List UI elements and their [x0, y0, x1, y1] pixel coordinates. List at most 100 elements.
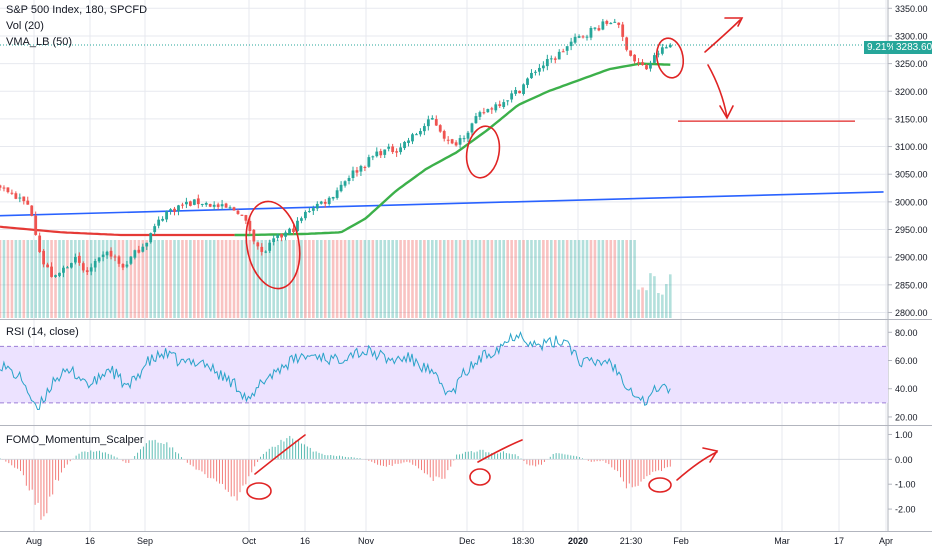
- volume-bar: [137, 240, 141, 318]
- candle-body: [490, 108, 494, 110]
- candle-body: [660, 47, 664, 54]
- volume-bar: [264, 240, 268, 318]
- arrow-down-head[interactable]: [719, 105, 734, 120]
- volume-bar: [315, 240, 319, 318]
- candle-body: [363, 166, 367, 168]
- candle-body: [69, 263, 73, 268]
- candle-body: [589, 28, 593, 38]
- candle-body: [145, 242, 149, 247]
- volume-bar: [514, 240, 517, 318]
- price-tick-label: 3300.00: [895, 31, 928, 41]
- trendline[interactable]: [0, 191, 884, 217]
- candle-body: [240, 214, 244, 216]
- volume-bar: [375, 240, 379, 318]
- volume-bar: [141, 240, 145, 318]
- drawing-annotations[interactable]: [240, 17, 855, 500]
- candle-body: [224, 203, 228, 208]
- rsi-pane[interactable]: [0, 331, 888, 411]
- candle-body: [653, 55, 656, 63]
- volume-bar: [89, 240, 93, 318]
- candle-body: [42, 250, 46, 265]
- volume-bar: [70, 240, 73, 318]
- fomo-arrow-jan-head[interactable]: [702, 447, 719, 463]
- volume-bar: [466, 240, 470, 318]
- candle-body: [50, 266, 53, 277]
- candle-body: [613, 21, 617, 23]
- volume-bar: [546, 240, 549, 318]
- candle-body: [633, 54, 636, 62]
- candle-body: [121, 264, 125, 268]
- volume-bar: [550, 240, 553, 318]
- circle-annotation-dec[interactable]: [463, 124, 504, 181]
- arrow-up-head[interactable]: [724, 17, 744, 27]
- candle-body: [434, 119, 438, 126]
- volume-bar: [359, 240, 363, 318]
- arrow-down-scenario[interactable]: [707, 64, 728, 118]
- circle-annotation-jan[interactable]: [654, 36, 687, 80]
- candle-body: [256, 242, 260, 247]
- candle-body: [157, 219, 161, 226]
- arrow-up-scenario[interactable]: [704, 19, 741, 53]
- volume-bar: [46, 240, 49, 318]
- candle-body: [244, 215, 248, 221]
- candle-body: [569, 41, 573, 47]
- volume-bar: [637, 289, 640, 318]
- volume-bar: [542, 240, 545, 318]
- fomo-arrow-jan[interactable]: [676, 451, 718, 481]
- volume-bar: [189, 240, 192, 318]
- time-tick-label: 17: [834, 536, 844, 546]
- volume-bar: [256, 240, 260, 318]
- candle-body: [367, 157, 371, 167]
- volume-bar: [557, 240, 561, 318]
- volume-bar: [446, 240, 450, 318]
- candle-body: [553, 58, 557, 60]
- candle-body: [296, 220, 299, 232]
- candle-body: [629, 50, 633, 56]
- candle-body: [656, 53, 660, 55]
- candle-body: [208, 203, 212, 207]
- circle-annotation-fomo-jan[interactable]: [648, 477, 672, 493]
- candle-body: [58, 272, 61, 276]
- candle-body: [97, 257, 101, 262]
- circle-annotation-oct[interactable]: [240, 197, 306, 293]
- candle-body: [458, 138, 462, 145]
- candle-body: [228, 207, 232, 209]
- fomo-momentum-pane[interactable]: [0, 435, 888, 520]
- candle-body: [522, 84, 525, 94]
- volume-bar: [593, 240, 597, 318]
- vma-line: [234, 62, 671, 237]
- fomo-arrow-dec[interactable]: [477, 439, 523, 463]
- candle-body: [593, 27, 597, 29]
- volume-bar: [668, 274, 672, 318]
- volume-bar: [569, 240, 573, 318]
- volume-bar: [581, 240, 585, 318]
- circle-annotation-fomo-dec[interactable]: [469, 468, 491, 486]
- fomo-arrow-oct[interactable]: [254, 434, 306, 475]
- candle-body: [177, 205, 180, 212]
- volume-bar: [34, 240, 37, 318]
- candle-body: [375, 151, 379, 157]
- volume-bar: [534, 240, 537, 318]
- candle-body: [538, 67, 541, 72]
- main-price-pane[interactable]: [0, 18, 888, 318]
- candle-body: [498, 104, 502, 107]
- candle-body: [204, 202, 208, 205]
- volume-bar: [216, 240, 220, 318]
- circle-annotation-fomo-oct[interactable]: [246, 482, 272, 500]
- volume-bar: [153, 240, 156, 318]
- candle-body: [66, 267, 69, 269]
- volume-bar: [462, 240, 466, 318]
- volume-bar: [633, 240, 636, 318]
- candle-body: [141, 246, 145, 252]
- candle-body: [339, 184, 343, 192]
- time-tick-label: Feb: [673, 536, 689, 546]
- candle-body: [625, 37, 629, 50]
- candle-body: [133, 250, 137, 258]
- rsi-line: [0, 331, 671, 411]
- candle-body: [109, 250, 113, 257]
- volume-bar: [248, 240, 252, 318]
- candle-body: [303, 211, 307, 219]
- candle-body: [415, 134, 418, 136]
- volume-bar: [331, 240, 335, 318]
